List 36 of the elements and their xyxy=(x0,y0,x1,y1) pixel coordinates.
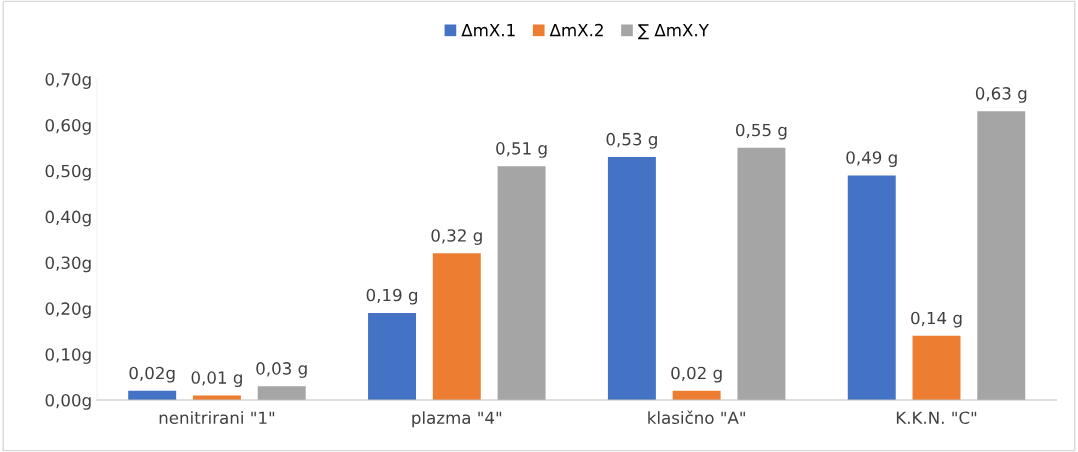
data-label: 0,14 g xyxy=(911,311,962,328)
data-label: 0,03 g xyxy=(256,362,307,378)
y-tick-label: 0,70g xyxy=(45,73,91,89)
bar xyxy=(497,166,546,401)
data-label: 0,19 g xyxy=(366,288,418,305)
legend-label: ∑ ΔmX.Y xyxy=(638,24,709,40)
y-tick-label: 0,20g xyxy=(45,302,91,319)
data-label: 0,63 g xyxy=(975,87,1027,103)
x-tick-label: nenitrirani "1" xyxy=(159,411,275,425)
y-tick-label: 0,10g xyxy=(45,348,91,364)
bar xyxy=(257,386,306,401)
x-tick-label: K.K.N. "C" xyxy=(896,411,977,425)
y-tick-label: 0,50g xyxy=(45,164,91,181)
bar xyxy=(737,147,786,401)
data-label: 0,32 g xyxy=(431,229,482,245)
data-label: 0,02g xyxy=(129,366,175,383)
bar xyxy=(912,335,961,401)
x-tick-label: klasično "A" xyxy=(648,410,745,425)
legend-label: ΔmX.2 xyxy=(549,23,603,37)
y-tick-label: 0,60g xyxy=(45,118,91,135)
bar xyxy=(432,253,481,401)
data-label: 0,53 g xyxy=(606,132,657,149)
data-label: 0,55 g xyxy=(736,123,787,140)
bar xyxy=(368,312,417,401)
data-label: 0,49 g xyxy=(846,151,897,168)
bar xyxy=(847,175,896,401)
y-tick-label: 0,00g xyxy=(45,393,91,410)
y-tick-label: 0,40g xyxy=(45,210,91,227)
y-tick-label: 0,30g xyxy=(45,256,91,273)
data-label: 0,02 g xyxy=(671,366,722,383)
x-tick-label: plazma "4" xyxy=(412,411,502,428)
bar xyxy=(607,157,656,401)
data-label: 0,01 g xyxy=(191,371,242,388)
bar xyxy=(977,111,1026,401)
legend-label: ΔmX.1 xyxy=(461,24,515,37)
data-label: 0,51 g xyxy=(496,142,547,158)
